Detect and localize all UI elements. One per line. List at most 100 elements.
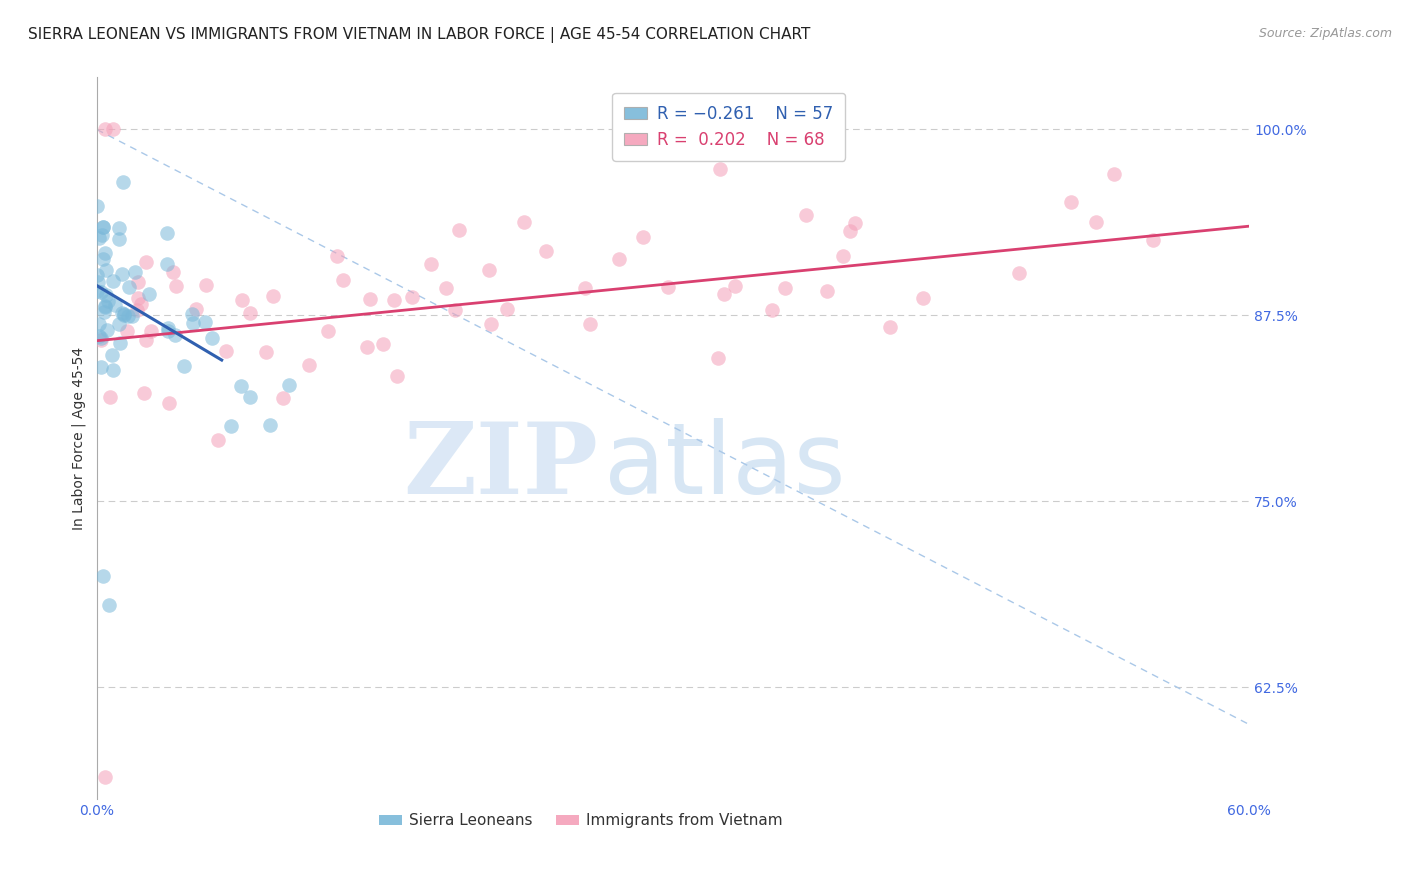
Point <box>574 281 596 295</box>
Point <box>94 300 117 314</box>
Point <box>157 396 180 410</box>
Point <box>165 279 187 293</box>
Point <box>181 307 204 321</box>
Point <box>90 331 112 345</box>
Text: Source: ZipAtlas.com: Source: ZipAtlas.com <box>1258 27 1392 40</box>
Point <box>111 267 134 281</box>
Point <box>93 299 115 313</box>
Point <box>97 293 120 308</box>
Point <box>104 298 127 312</box>
Y-axis label: In Labor Force | Age 45-54: In Labor Force | Age 45-54 <box>72 347 86 530</box>
Point <box>839 224 862 238</box>
Point <box>87 317 110 331</box>
Point <box>633 229 655 244</box>
Point <box>103 362 125 376</box>
Point <box>96 323 118 337</box>
Point <box>181 316 204 330</box>
Point <box>184 301 207 316</box>
Point <box>156 227 179 241</box>
Point <box>101 348 124 362</box>
Text: atlas: atlas <box>603 418 845 516</box>
Point <box>127 303 149 318</box>
Point <box>134 386 156 401</box>
Point <box>911 292 934 306</box>
Point <box>108 232 131 246</box>
Point <box>135 255 157 269</box>
Point <box>359 292 381 306</box>
Point <box>214 344 236 359</box>
Point <box>91 219 114 234</box>
Point <box>156 321 179 335</box>
Point <box>1008 266 1031 280</box>
Point <box>709 161 731 176</box>
Point <box>91 568 114 582</box>
Point <box>127 276 149 290</box>
Text: SIERRA LEONEAN VS IMMIGRANTS FROM VIETNAM IN LABOR FORCE | AGE 45-54 CORRELATION: SIERRA LEONEAN VS IMMIGRANTS FROM VIETNA… <box>28 27 810 43</box>
Point <box>110 336 132 351</box>
Point <box>262 289 284 303</box>
Point <box>259 417 281 432</box>
Point <box>103 122 125 136</box>
Point <box>447 223 470 237</box>
Point <box>98 599 121 613</box>
Point <box>121 309 143 323</box>
Point <box>117 324 139 338</box>
Point <box>124 265 146 279</box>
Point <box>111 175 134 189</box>
Point <box>96 288 118 302</box>
Point <box>108 221 131 235</box>
Point <box>401 290 423 304</box>
Point <box>112 307 135 321</box>
Point <box>90 227 112 242</box>
Point <box>101 275 124 289</box>
Point <box>141 324 163 338</box>
Point <box>162 265 184 279</box>
Point <box>420 256 443 270</box>
Point <box>94 263 117 277</box>
Point <box>138 287 160 301</box>
Point <box>1084 215 1107 229</box>
Point <box>229 379 252 393</box>
Point <box>108 317 131 331</box>
Point <box>157 324 180 338</box>
Point <box>385 368 408 383</box>
Point <box>607 252 630 266</box>
Point <box>94 770 117 784</box>
Point <box>794 208 817 222</box>
Point <box>111 306 134 320</box>
Point <box>815 284 838 298</box>
Point <box>239 306 262 320</box>
Point <box>231 293 253 307</box>
Text: ZIP: ZIP <box>404 418 598 516</box>
Point <box>724 279 747 293</box>
Point <box>86 268 108 282</box>
Point <box>94 122 117 136</box>
Point <box>112 308 135 322</box>
Point <box>156 257 179 271</box>
Point <box>86 275 108 289</box>
Point <box>879 320 901 334</box>
Point <box>371 337 394 351</box>
Point <box>93 305 115 319</box>
Point <box>579 317 602 331</box>
Point <box>298 358 321 372</box>
Point <box>219 419 242 434</box>
Point <box>254 344 277 359</box>
Point <box>271 392 294 406</box>
Point <box>89 230 111 244</box>
Point <box>713 287 735 301</box>
Point <box>91 219 114 234</box>
Point <box>117 280 139 294</box>
Point <box>481 317 503 331</box>
Point <box>89 329 111 343</box>
Point <box>194 315 217 329</box>
Point <box>332 273 354 287</box>
Point <box>443 303 465 318</box>
Point <box>761 303 783 318</box>
Point <box>98 390 121 404</box>
Point <box>91 252 114 266</box>
Point <box>478 262 501 277</box>
Point <box>534 244 557 258</box>
Point <box>706 351 728 366</box>
Point <box>657 280 679 294</box>
